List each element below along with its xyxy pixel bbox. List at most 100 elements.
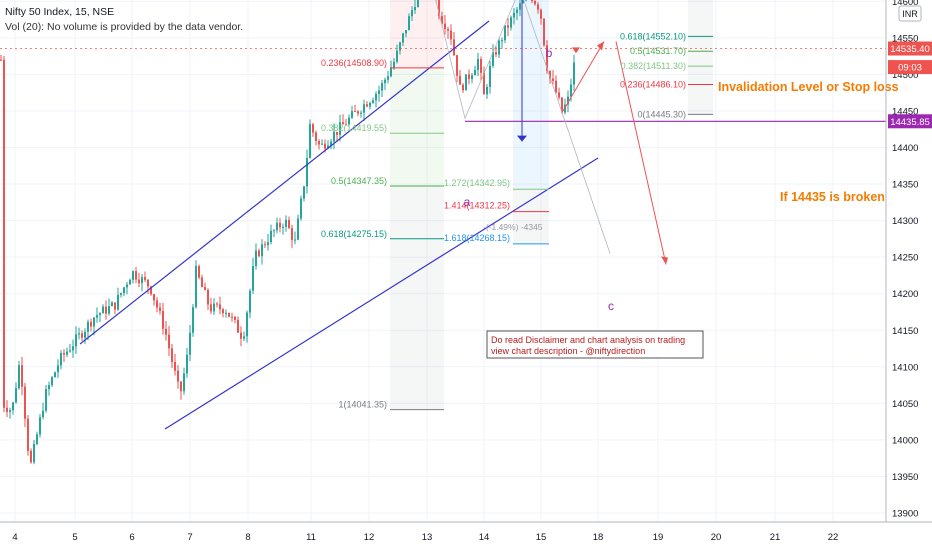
candle-body	[219, 304, 221, 310]
fib-zone	[390, 185, 444, 410]
candle-body	[561, 97, 563, 113]
candle-body	[3, 59, 5, 408]
fib-zone	[390, 67, 444, 186]
marker-triangle	[572, 47, 580, 54]
candle-body	[276, 222, 278, 231]
candle-body	[231, 316, 233, 318]
candle-body	[6, 407, 8, 412]
price-tag	[888, 60, 932, 75]
candle-body	[78, 333, 80, 335]
candle-body	[558, 92, 560, 98]
candle-body	[297, 218, 299, 240]
time-tick-label: 14	[479, 532, 490, 543]
fib-level-label: 1(14041.35)	[338, 400, 387, 410]
candle-body	[99, 313, 101, 316]
candle-body	[522, 0, 524, 4]
candle-body	[207, 289, 209, 305]
candle-body	[60, 352, 62, 366]
candle-body	[417, 0, 419, 7]
candle-body	[330, 141, 332, 146]
fib-level-label: 0.618(14275.15)	[321, 229, 387, 239]
fib-zone	[688, 0, 713, 115]
candle-body	[249, 290, 251, 313]
candle-body	[492, 52, 494, 66]
candle-body	[129, 279, 131, 285]
time-tick-label: 20	[711, 532, 722, 543]
candle-body	[387, 76, 389, 80]
candle-body	[363, 104, 365, 113]
candle-body	[186, 354, 188, 374]
price-tick-label: 14250	[892, 253, 918, 264]
fib-zone	[513, 189, 549, 244]
price-tag	[888, 41, 932, 56]
candle-body	[486, 86, 488, 95]
candle-body	[552, 78, 554, 81]
candle-body	[291, 228, 293, 241]
candle-body	[141, 277, 143, 284]
price-tick-label: 14300	[892, 216, 918, 227]
candle-body	[126, 284, 128, 288]
candle-body	[90, 321, 92, 327]
candle-body	[315, 132, 317, 141]
time-tick-label: 6	[129, 532, 134, 543]
candle-body	[255, 250, 257, 267]
candle-body	[288, 219, 290, 229]
fib-level-label: 0.236(14508.90)	[321, 58, 387, 68]
candle-body	[96, 315, 98, 318]
candle-body	[405, 30, 407, 34]
currency-badge	[898, 5, 922, 22]
fib2-level-label: 0.236(14486.10)	[620, 80, 686, 90]
candle-body	[348, 117, 350, 125]
candle-body	[180, 381, 182, 392]
candle-body	[312, 124, 314, 133]
candle-body	[267, 242, 269, 246]
candle-body	[165, 328, 167, 335]
candle-body	[570, 84, 572, 97]
candle-body	[504, 25, 506, 41]
candle-body	[507, 25, 509, 28]
time-tick-label: 21	[770, 532, 781, 543]
candle-body	[168, 334, 170, 349]
candle-body	[537, 4, 539, 10]
candle-body	[324, 143, 326, 149]
candle-body	[369, 102, 371, 107]
candle-body	[30, 450, 32, 463]
candle-body	[261, 244, 263, 257]
candle-body	[444, 23, 446, 30]
candle-body	[372, 100, 374, 103]
candle-body	[42, 410, 44, 418]
price-tag	[888, 114, 932, 129]
candle-body	[393, 61, 395, 69]
candle-body	[210, 304, 212, 312]
fib2-level-label: 0.5(14531.70)	[630, 46, 686, 56]
candle-body	[81, 333, 83, 338]
candle-body	[135, 271, 137, 280]
candle-body	[105, 306, 107, 314]
invalidation-note: Invalidation Level or Stop loss	[718, 80, 899, 94]
candle-body	[192, 307, 194, 333]
candle-body	[573, 62, 575, 85]
candle-body	[54, 372, 56, 378]
fib2-level-label: 0.618(14552.10)	[620, 31, 686, 41]
price-tick-label: 14450	[892, 106, 918, 117]
candle-body	[411, 10, 413, 17]
candle-body	[342, 122, 344, 125]
disclaimer-box	[486, 330, 704, 359]
candle-body	[147, 279, 149, 287]
candle-body	[318, 140, 320, 145]
candle-body	[66, 351, 68, 355]
candle-body	[549, 70, 551, 79]
measure-label: -(-1.49%) -4345	[483, 222, 543, 232]
candle-body	[321, 143, 323, 145]
candle-body	[408, 16, 410, 31]
candle-body	[171, 348, 173, 362]
candle-body	[285, 219, 287, 227]
candle-body	[45, 389, 47, 411]
candle-body	[117, 294, 119, 310]
time-tick-label: 19	[653, 532, 664, 543]
time-tick-label: 12	[364, 532, 375, 543]
candle-body	[159, 307, 161, 311]
arrowhead	[597, 41, 604, 51]
candle-body	[243, 336, 245, 339]
